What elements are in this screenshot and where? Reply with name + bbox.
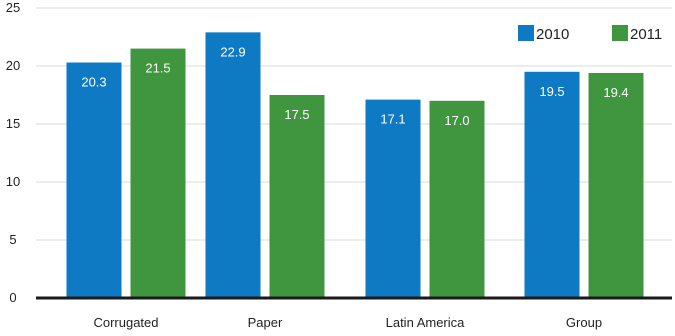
data-label: 17.5 [284,107,309,122]
y-axis-ticks: 0 5 10 15 20 25 [6,0,20,305]
x-tick-label: Corrugated [93,315,158,330]
data-label: 22.9 [220,44,245,59]
data-label: 19.4 [603,85,628,100]
y-tick-label: 10 [6,174,20,189]
bar-2010-group [524,71,580,298]
bar-2011-paper [269,95,325,298]
data-label: 17.0 [444,113,469,128]
y-tick-label: 15 [6,116,20,131]
data-label: 17.1 [380,112,405,127]
bar-2010-latin-america [365,99,421,298]
data-labels: 20.3 21.5 22.9 17.5 17.1 17.0 19.5 19.4 [81,44,628,127]
data-label: 19.5 [539,84,564,99]
bar-2010-corrugated [66,62,122,298]
legend: 2010 2011 [518,25,662,43]
data-label: 20.3 [81,75,106,90]
legend-label: 2010 [536,26,569,43]
legend-swatch-2011 [612,25,628,41]
x-tick-label: Latin America [386,315,466,330]
x-tick-label: Group [566,315,602,330]
x-tick-label: Paper [248,315,283,330]
category-labels: Corrugated Paper Latin America Group [93,315,602,330]
y-tick-label: 0 [9,290,16,305]
y-tick-label: 20 [6,58,20,73]
y-tick-label: 5 [9,232,16,247]
bar-2010-paper [205,32,261,299]
data-label: 21.5 [145,61,170,76]
bar-2011-latin-america [429,100,485,298]
legend-swatch-2010 [518,25,534,41]
bar-2011-group [588,72,644,299]
bars [66,32,644,299]
legend-label: 2011 [630,26,662,43]
bar-2011-corrugated [130,48,186,298]
y-tick-label: 25 [6,0,20,15]
